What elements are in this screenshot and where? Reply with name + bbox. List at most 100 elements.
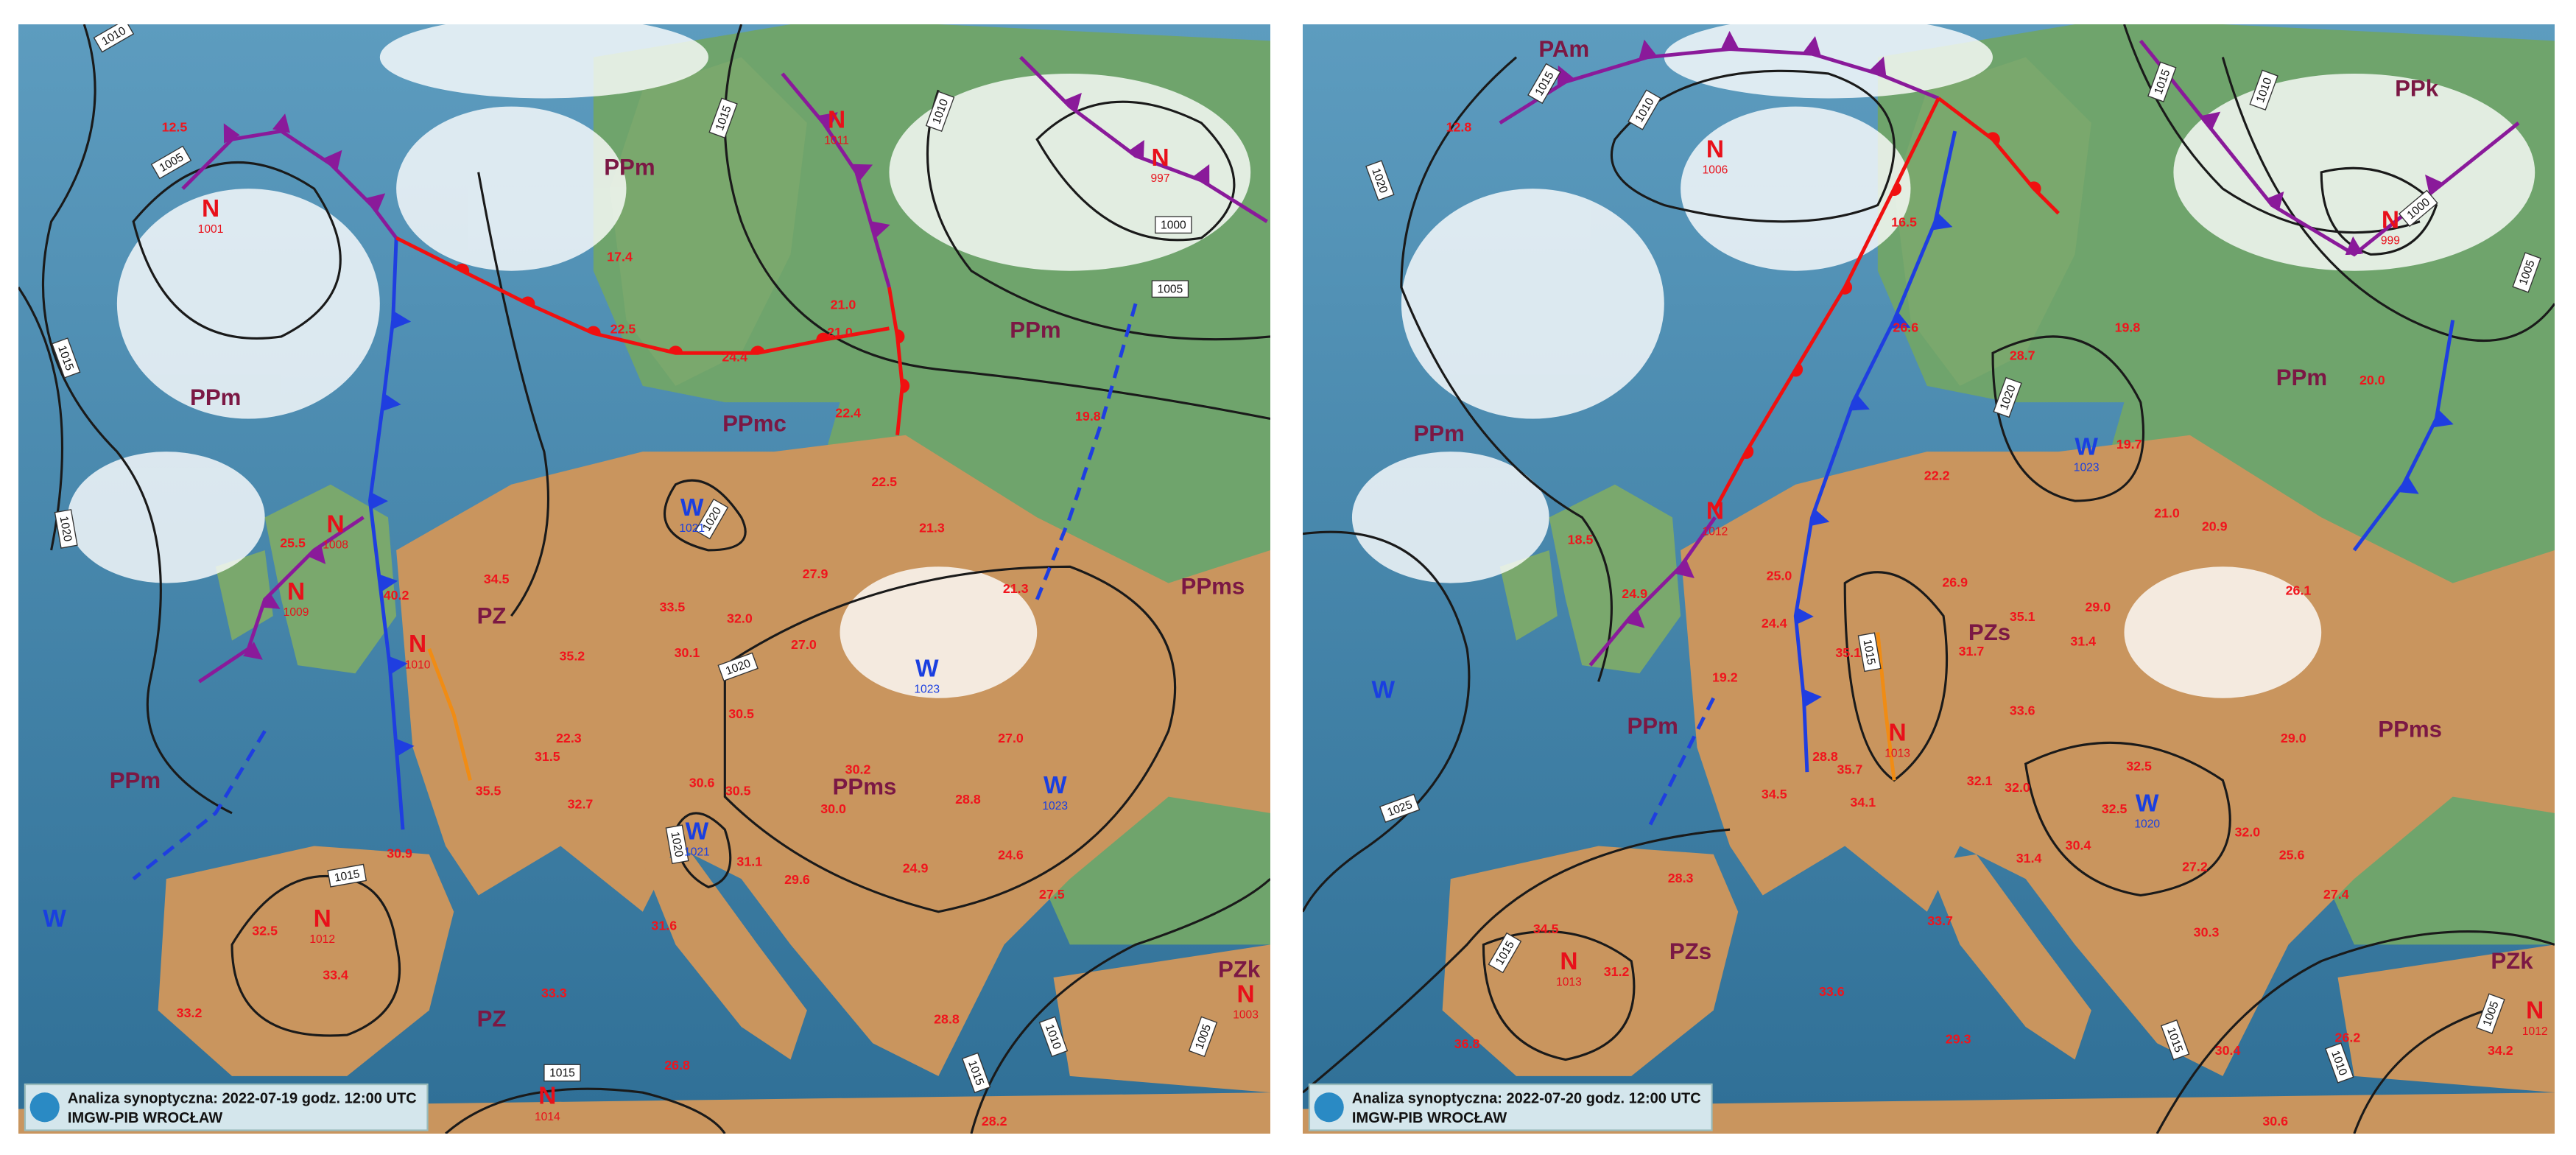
pressure-center-value: 1011	[824, 135, 849, 147]
temperature-label: 19.8	[2115, 320, 2141, 334]
pressure-center-value: 1012	[309, 933, 335, 946]
air-mass-label: PPm	[190, 385, 241, 410]
pressure-center-type: N	[1236, 980, 1254, 1008]
isobar-label-box	[717, 652, 759, 682]
temperature-label: 20.0	[2359, 373, 2385, 387]
pressure-center-value: 1003	[1233, 1008, 1259, 1021]
temperature-label: 34.5	[484, 572, 510, 586]
temperature-label: 19.2	[1712, 670, 1738, 685]
isobar-label-box	[694, 498, 729, 540]
pressure-center-type: N	[2382, 207, 2399, 234]
pressure-center-type: N	[2526, 997, 2544, 1025]
air-mass-label: PZk	[2491, 948, 2533, 974]
pressure-center-type: N	[828, 107, 845, 134]
pressure-center-value: 1023	[914, 684, 940, 696]
air-mass-label: PPmc	[722, 411, 786, 437]
air-mass-label: PZs	[1968, 619, 2010, 645]
pressure-center-value: 997	[1151, 172, 1170, 185]
temperature-label: 29.0	[2281, 731, 2306, 745]
temperature-label: 27.2	[2182, 859, 2208, 874]
isobar-label: 1020	[665, 824, 689, 865]
temperature-label: 19.8	[1075, 409, 1101, 424]
isobar-label-box	[1857, 632, 1882, 673]
isobar-label-box	[51, 337, 81, 379]
isobar-label-box	[961, 1052, 991, 1094]
pressure-center-value: 1010	[405, 659, 431, 671]
temperature-label: 32.5	[2126, 759, 2152, 773]
isobar-label: 1005	[1151, 280, 1189, 298]
pressure-center-value: 1021	[679, 522, 705, 535]
temperature-label: 30.5	[728, 706, 754, 721]
temperature-label: 26.8	[664, 1058, 690, 1072]
isobar-label-box	[1038, 1016, 1069, 1058]
temperature-label: 28.7	[2010, 348, 2035, 362]
pressure-center-type: W	[915, 656, 939, 683]
isobar-label-box	[1527, 63, 1561, 105]
synoptic-map: Analiza synoptyczna: 2022-07-20 godz. 12…	[1303, 24, 2555, 1134]
temperature-label: 28.3	[1668, 871, 1694, 885]
isobar-label: 1015	[51, 337, 81, 379]
pressure-center-value: 1013	[1885, 748, 1910, 760]
temperature-label: 21.0	[827, 325, 853, 340]
isobar-label-box	[1627, 89, 1661, 130]
isobar-label: 1015	[327, 863, 367, 888]
pressure-center-type: N	[1560, 948, 1577, 975]
pressure-center-type: N	[326, 510, 344, 538]
pressure-center-type: W	[1372, 677, 1396, 704]
isobar-label-text: 1020	[57, 516, 74, 543]
temperature-label: 27.5	[1039, 887, 1065, 902]
temperature-label: 28.8	[1812, 749, 1838, 764]
temperature-label: 27.4	[2323, 887, 2349, 902]
isobar-label-box	[1155, 216, 1192, 234]
isobar-label-box	[2476, 993, 2505, 1034]
isobar-label-box	[2398, 189, 2438, 228]
temperature-label: 34.5	[1533, 921, 1559, 936]
synoptic-map: Analiza synoptyczna: 2022-07-19 godz. 12…	[18, 24, 1270, 1134]
temperature-label: 30.2	[845, 762, 871, 777]
temperature-label: 40.2	[384, 588, 409, 603]
pressure-center-type: W	[1044, 772, 1067, 799]
isobar-label-box	[708, 97, 738, 138]
temperature-label: 24.4	[1762, 616, 1787, 631]
temperature-label: 21.3	[919, 521, 945, 536]
pressure-center-type: W	[2074, 433, 2098, 460]
temperature-label: 35.5	[476, 784, 502, 798]
temperature-label: 29.3	[1946, 1032, 1971, 1047]
isobar-label-box	[1365, 160, 1395, 201]
isobar-label-text: 1005	[1158, 283, 1183, 295]
temperature-label: 33.7	[1927, 913, 1953, 928]
temperature-label: 21.3	[1003, 581, 1029, 596]
temperature-label: 20.9	[2202, 519, 2228, 533]
temperature-label: 16.5	[1891, 215, 1917, 230]
temperature-label: 25.5	[280, 536, 306, 550]
pressure-center-value: 1023	[1042, 800, 1068, 812]
temperature-label: 32.0	[2005, 780, 2030, 795]
temperature-label: 31.7	[1959, 644, 1985, 659]
temperature-label: 21.0	[831, 297, 856, 312]
temperature-label: 31.5	[535, 749, 560, 764]
pressure-center-type: N	[409, 631, 426, 658]
isobar-label: 1015	[2147, 61, 2177, 102]
temperature-label: 24.4	[722, 350, 747, 365]
air-mass-label: PPm	[1627, 713, 1678, 739]
isobar-label-box	[54, 509, 78, 549]
temperature-label: 25.0	[1767, 568, 1792, 583]
caption-box: Analiza synoptyczna: 2022-07-20 godz. 12…	[1308, 1083, 1713, 1131]
isobar-label-box	[93, 24, 135, 53]
air-mass-label: PPms	[1181, 574, 1245, 600]
isobar-label-box	[2325, 1042, 2354, 1084]
caption-line-2: IMGW-PIB WROCŁAW	[68, 1110, 222, 1126]
isobar-label-box	[2249, 69, 2278, 111]
caption-line-1: Analiza synoptyczna: 2022-07-20 godz. 12…	[1352, 1090, 1701, 1106]
air-mass-label: PAm	[1538, 36, 1589, 62]
temperature-label: 33.3	[541, 986, 567, 1000]
temperature-label: 27.0	[998, 731, 1024, 745]
temperature-label: 33.6	[2010, 703, 2035, 717]
temperature-label: 12.8	[1446, 119, 1472, 134]
isobar-label-box	[925, 91, 955, 133]
temperature-label: 17.4	[607, 250, 633, 264]
pressure-center-type: N	[1706, 497, 1724, 524]
air-mass-label: PZ	[477, 1005, 507, 1031]
temperature-label: 22.5	[871, 474, 897, 489]
map-background	[1303, 24, 2555, 1134]
